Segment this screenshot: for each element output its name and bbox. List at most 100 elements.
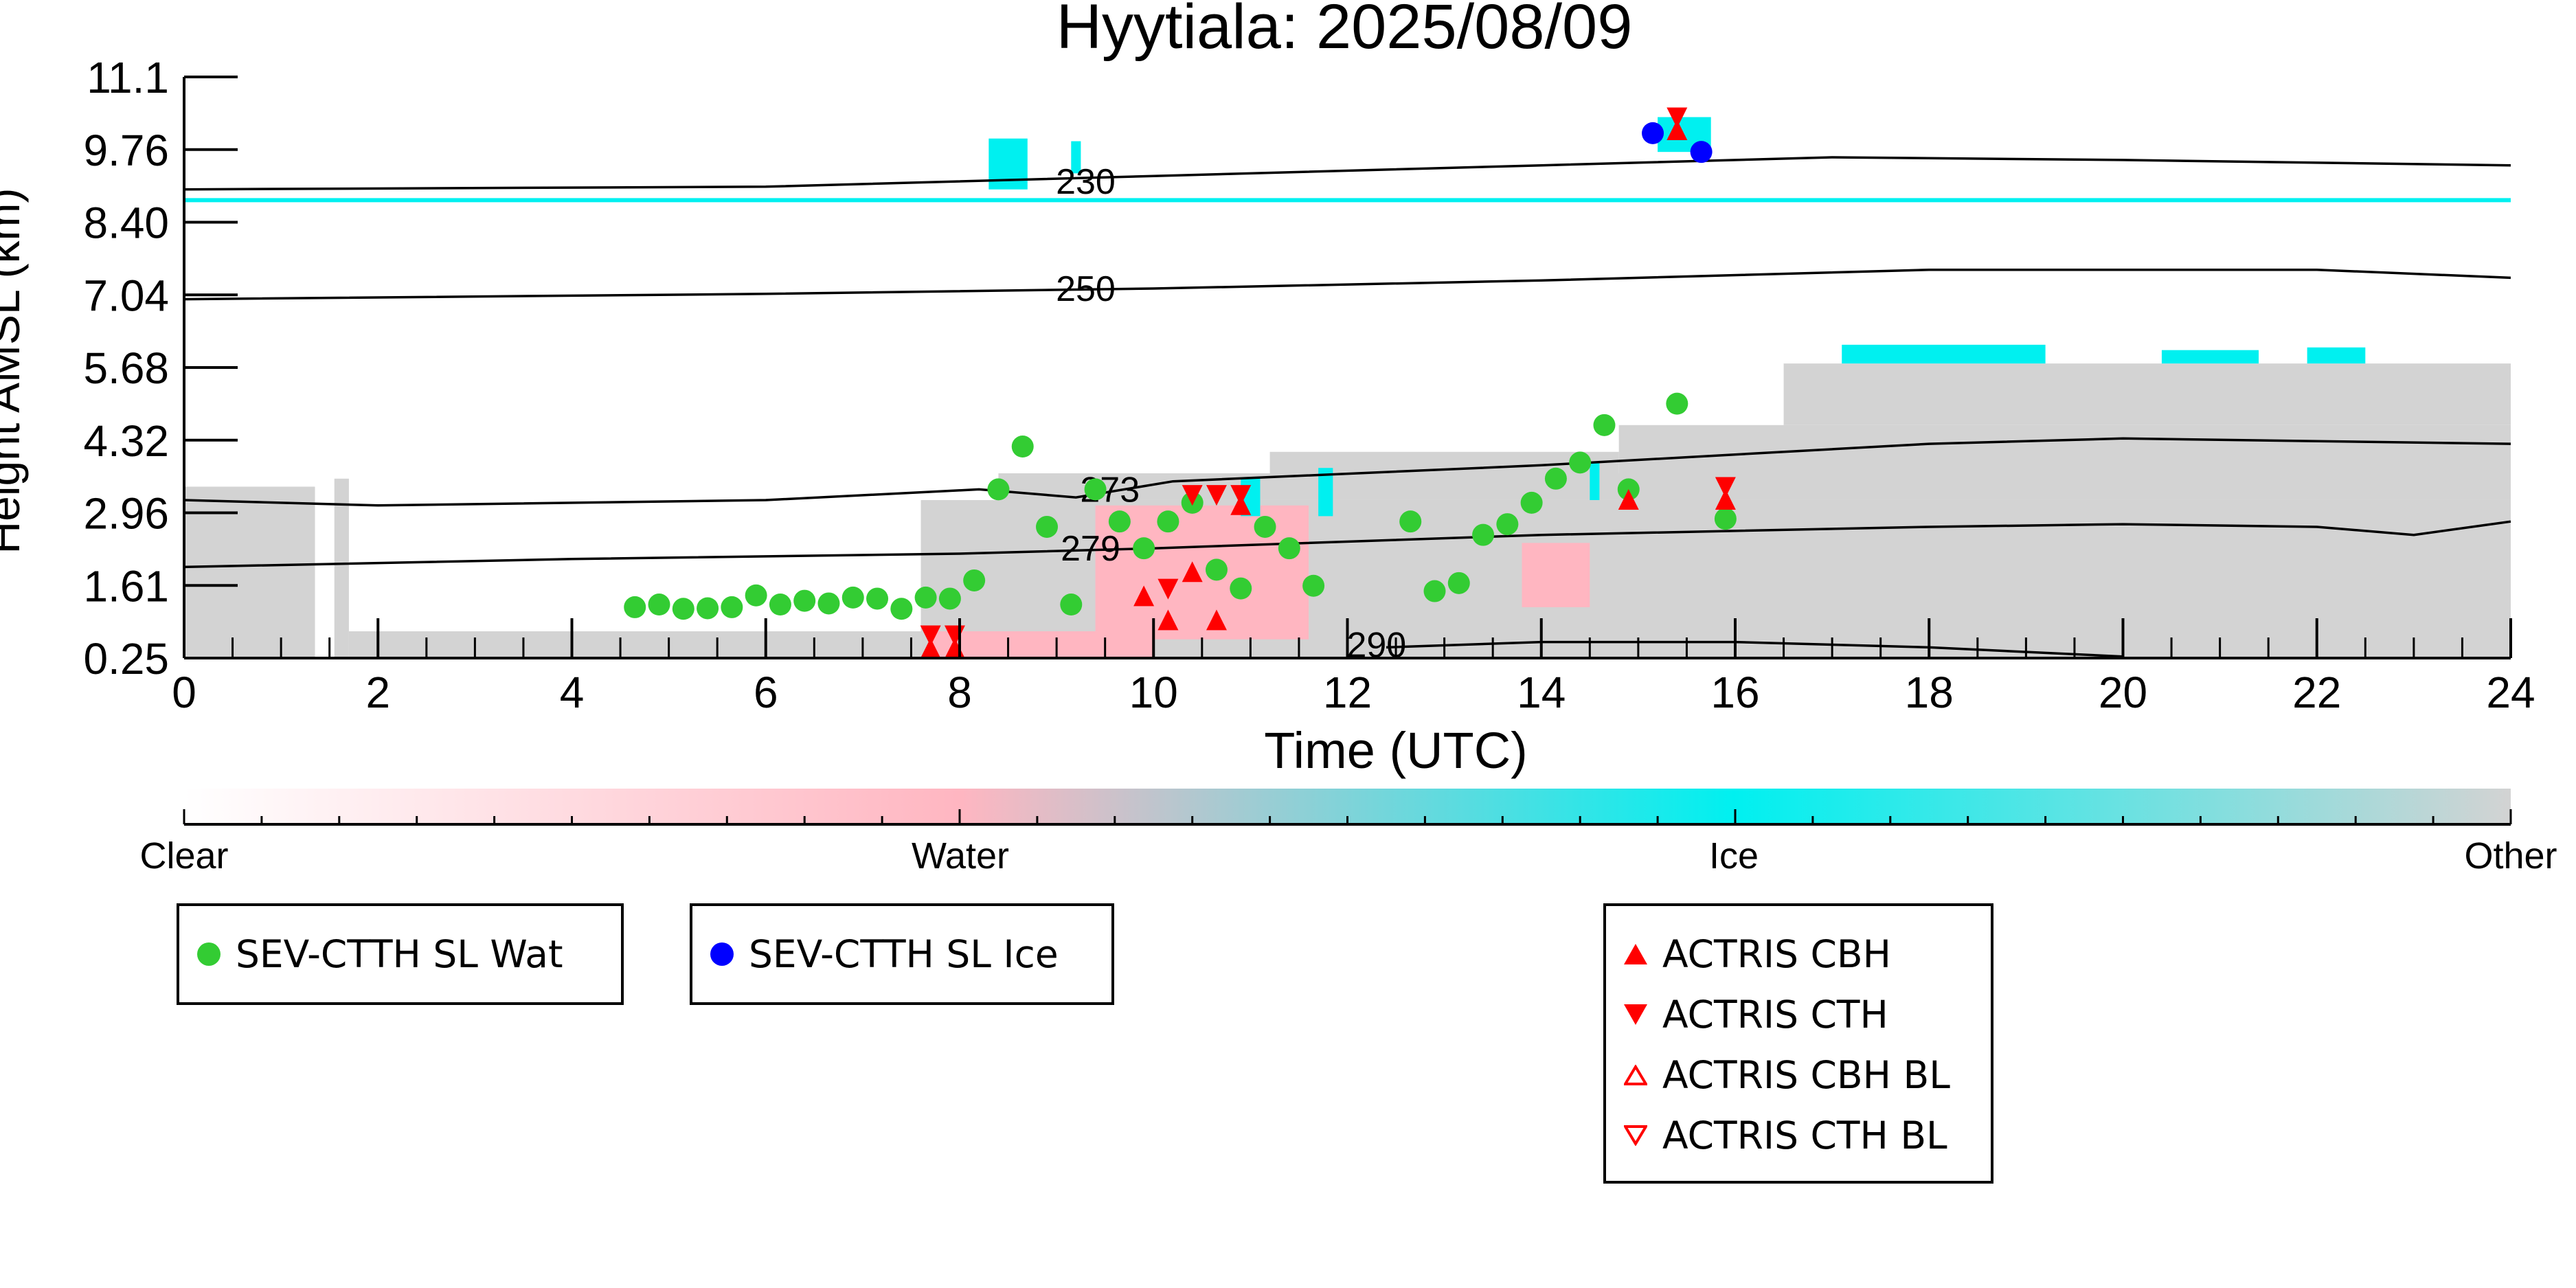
data-point xyxy=(1520,491,1543,514)
data-point xyxy=(1108,510,1131,533)
y-axis-label: Height AMSL (km) xyxy=(0,188,29,554)
data-point xyxy=(1157,510,1179,533)
data-point xyxy=(672,598,694,620)
other-region xyxy=(1618,425,2511,500)
data-point xyxy=(1423,580,1446,602)
data-point xyxy=(866,587,889,610)
x-tick-label: 14 xyxy=(1517,668,1566,717)
data-point xyxy=(1447,572,1470,594)
data-point xyxy=(914,586,937,609)
data-point xyxy=(721,596,743,618)
ice-region xyxy=(1071,141,1081,174)
x-tick-label: 18 xyxy=(1905,668,1954,717)
legend-actris: ACTRIS CBH ACTRIS CTH ACTRIS CBH BL ACTR… xyxy=(1603,903,1993,1184)
ice-region xyxy=(2161,350,2259,364)
data-point xyxy=(1011,436,1034,458)
data-point xyxy=(1060,594,1083,616)
isotherm-label: 250 xyxy=(1056,269,1116,309)
plot-area xyxy=(184,117,2511,658)
data-point xyxy=(1182,561,1203,583)
other-region xyxy=(348,631,921,658)
y-tick-label: 7.04 xyxy=(83,271,169,320)
colorbar: Clear Water Ice Other xyxy=(139,789,2557,877)
data-point xyxy=(624,596,646,618)
legend-sev-ice: SEV-CTTH SL Ice xyxy=(690,903,1114,1005)
colorbar-label: Other xyxy=(2464,835,2557,877)
data-point xyxy=(1036,515,1059,538)
data-point xyxy=(1230,485,1252,506)
legend-label: SEV-CTTH SL Wat xyxy=(236,932,563,976)
data-point xyxy=(920,625,941,646)
data-point xyxy=(745,584,767,607)
legend-item-actris-cth: ACTRIS CTH xyxy=(1606,987,1888,1042)
legend-label: ACTRIS CBH xyxy=(1662,932,1891,976)
markers xyxy=(624,107,1737,659)
x-tick-label: 24 xyxy=(2486,668,2535,717)
legend-label: ACTRIS CTH BL xyxy=(1662,1114,1947,1157)
data-point xyxy=(841,586,864,609)
data-point xyxy=(697,597,719,620)
data-point xyxy=(793,589,816,612)
legend-item-actris-cth-bl: ACTRIS CTH BL xyxy=(1606,1108,1947,1163)
y-tick-label: 5.68 xyxy=(83,343,169,393)
legend-sev-wat: SEV-CTTH SL Wat xyxy=(177,903,624,1005)
y-tick-label: 1.61 xyxy=(83,561,169,611)
other-region xyxy=(1783,363,2511,425)
data-point xyxy=(817,592,840,615)
data-point xyxy=(1666,392,1688,415)
data-point xyxy=(963,569,986,591)
data-point xyxy=(1133,585,1155,607)
isotherm-line xyxy=(183,520,2511,569)
data-point xyxy=(648,594,670,616)
data-point xyxy=(938,587,961,610)
data-point xyxy=(1084,478,1107,501)
data-point xyxy=(1618,488,1639,510)
legend-item-sev-ice: SEV-CTTH SL Ice xyxy=(692,927,1059,982)
data-point xyxy=(1544,467,1567,490)
isotherm-line xyxy=(183,437,2511,507)
x-tick-label: 10 xyxy=(1129,668,1178,717)
y-tick-label: 8.40 xyxy=(83,199,169,248)
data-point xyxy=(1302,574,1325,597)
data-point xyxy=(1715,477,1736,498)
data-point xyxy=(1667,107,1688,128)
data-point xyxy=(1714,508,1737,530)
data-point xyxy=(1230,577,1252,600)
ice-region xyxy=(1842,344,2046,364)
legend-item-sev-wat: SEV-CTTH SL Wat xyxy=(179,927,563,982)
data-point xyxy=(1182,485,1203,506)
legend-label: SEV-CTTH SL Ice xyxy=(749,932,1059,976)
x-tick-label: 22 xyxy=(2292,668,2341,717)
x-tick-label: 0 xyxy=(172,668,196,717)
x-tick-label: 8 xyxy=(947,668,972,717)
triangle-up-outline-icon xyxy=(1624,1065,1647,1085)
x-axis-label: Time (UTC) xyxy=(1264,722,1528,779)
data-point xyxy=(920,637,941,659)
y-tick-label: 11.1 xyxy=(87,53,169,102)
data-point xyxy=(1496,513,1519,536)
data-point xyxy=(1254,515,1276,538)
legend-label: ACTRIS CTH xyxy=(1662,993,1888,1037)
data-point xyxy=(1667,119,1688,140)
other-region xyxy=(998,473,1735,500)
data-point xyxy=(1278,537,1300,560)
data-point xyxy=(769,594,791,616)
ice-region xyxy=(1318,468,1333,517)
data-point xyxy=(1133,537,1155,560)
legend-item-actris-cbh: ACTRIS CBH xyxy=(1606,927,1891,982)
x-tick-label: 20 xyxy=(2099,668,2147,717)
data-point xyxy=(1157,609,1179,631)
x-tick-label: 16 xyxy=(1710,668,1759,717)
legend-label: ACTRIS CBH BL xyxy=(1662,1053,1950,1097)
green-circle-icon xyxy=(197,942,221,966)
data-point xyxy=(1715,488,1736,510)
triangle-down-outline-icon xyxy=(1624,1125,1647,1146)
data-point xyxy=(890,598,913,620)
ice-region xyxy=(988,138,1028,190)
isotherm-label: 230 xyxy=(1056,162,1116,202)
y-tick-label: 2.96 xyxy=(83,489,169,539)
y-tick-label: 4.32 xyxy=(83,416,169,466)
data-point xyxy=(1569,451,1592,474)
